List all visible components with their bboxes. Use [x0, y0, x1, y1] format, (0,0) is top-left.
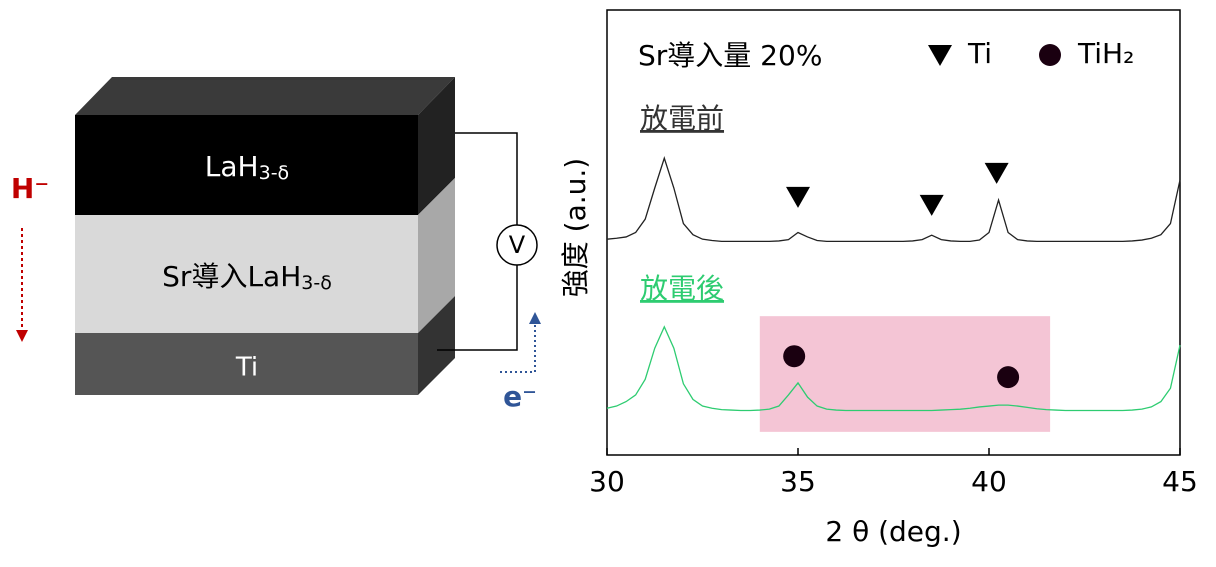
- voltmeter-label: V: [509, 231, 526, 259]
- x-tick-label: 30: [589, 465, 625, 498]
- marker: [919, 194, 944, 216]
- cell-side: [418, 296, 455, 395]
- legend-marker: [1039, 44, 1061, 66]
- x-tick-label: 45: [1162, 465, 1198, 498]
- subscript: 3-δ: [259, 162, 290, 184]
- x-axis-label: 2 θ (deg.): [825, 515, 961, 548]
- series-label: 放電前: [640, 102, 724, 135]
- layer: [75, 215, 418, 333]
- electron-arrow: [500, 322, 536, 373]
- layer: [75, 333, 418, 395]
- y-axis-label: 強度 (a.u.): [559, 158, 592, 297]
- layer-label: Sr導入LaH3-δ: [162, 260, 332, 294]
- label: Sr導入LaH: [162, 260, 301, 293]
- layer: [75, 115, 418, 215]
- xrd-chart: 30 35 40 45 2 θ (deg.) 強度 (a.u.) Sr導入量 20% 放電前放…: [559, 9, 1198, 548]
- legend-marker: [928, 45, 952, 66]
- series-label: 放電後: [640, 272, 724, 305]
- series-line: [606, 156, 1181, 243]
- layer-label: LaH3-δ: [205, 150, 289, 184]
- voltmeter: [496, 224, 538, 266]
- legend-label: Ti: [967, 37, 992, 70]
- marker: [997, 366, 1020, 389]
- cell-top: [75, 77, 455, 115]
- arrow-head: [16, 330, 28, 342]
- legend-label: TiH₂: [1077, 37, 1134, 70]
- series-line: [606, 325, 1181, 412]
- arrow-head: [529, 312, 541, 324]
- cell-side: [418, 77, 455, 215]
- cell-diagram: LaH3-δ Sr導入LaH3-δ Ti V H⁻ e⁻: [11, 77, 541, 413]
- ion-label: H⁻: [11, 172, 49, 205]
- wire: [437, 265, 518, 351]
- marker: [984, 162, 1009, 184]
- marker: [786, 186, 810, 208]
- subscript: 3-δ: [301, 272, 332, 294]
- x-tick-label: 35: [780, 465, 816, 498]
- cell-side: [418, 178, 455, 333]
- layer-label: Ti: [235, 353, 258, 383]
- chart-title: Sr導入量 20%: [638, 39, 822, 72]
- marker: [783, 345, 806, 368]
- x-tick-label: 40: [971, 465, 1007, 498]
- label: LaH: [205, 150, 259, 183]
- plot-frame: [606, 9, 1181, 456]
- wire: [455, 132, 518, 225]
- electron-label: e⁻: [503, 380, 537, 413]
